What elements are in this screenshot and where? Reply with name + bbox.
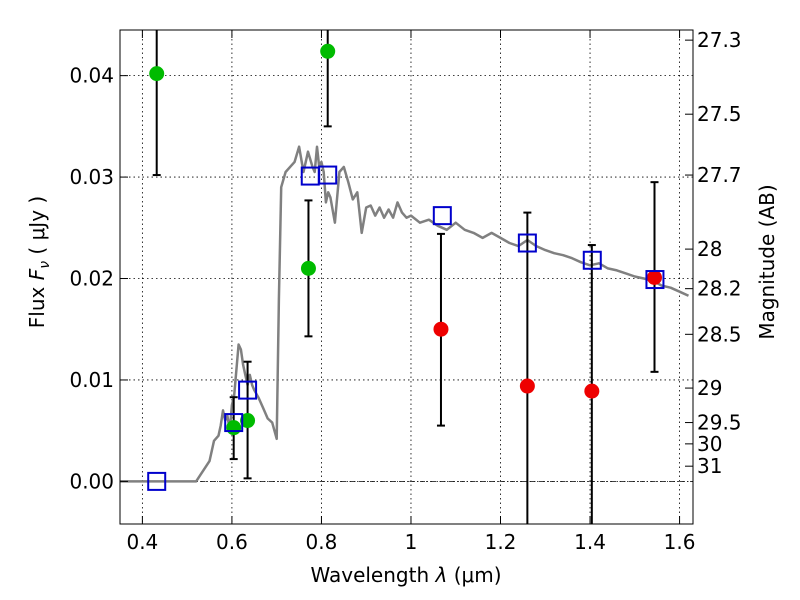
y2-tick-label: 29 xyxy=(697,376,722,400)
model-spectrum-layer xyxy=(120,145,690,483)
model-photometry-marker xyxy=(582,250,602,270)
model-photometry-marker xyxy=(517,233,537,253)
model-photometry-marker xyxy=(645,270,665,290)
y2-tick-label: 28.2 xyxy=(697,277,742,301)
red-data-point xyxy=(433,321,449,337)
model-photometry-marker xyxy=(432,206,452,226)
x-tick-label: 1.4 xyxy=(574,530,606,554)
red-data-point xyxy=(519,378,535,394)
y-tick-label: 0.01 xyxy=(69,368,114,392)
y-tick-label: 0.03 xyxy=(69,165,114,189)
green-data-point xyxy=(300,260,316,276)
green-data-point xyxy=(226,420,242,436)
y-tick-label: 0.00 xyxy=(69,469,114,493)
y2-tick-label: 27.3 xyxy=(697,28,742,52)
green-data-point xyxy=(320,43,336,59)
model-photometry-marker xyxy=(238,380,258,400)
y2-tick-label: 28 xyxy=(697,237,722,261)
y2-tick-label: 27.7 xyxy=(697,163,742,187)
model-photometry-marker xyxy=(147,471,167,491)
green-data-point xyxy=(240,413,256,429)
y2-tick-label: 27.5 xyxy=(697,102,742,126)
x-axis-label: Wavelength λ (μm) xyxy=(310,563,501,587)
red-data-point xyxy=(647,270,663,286)
plot-frame xyxy=(119,29,694,525)
x-tick-label: 0.6 xyxy=(216,530,248,554)
y-axis-label: Flux Fν ( μJy ) xyxy=(25,196,53,328)
x-tick-label: 1.6 xyxy=(664,530,696,554)
x-tick-label: 0.4 xyxy=(126,530,158,554)
y2-tick-label: 30 xyxy=(697,432,722,456)
y2-tick-label: 31 xyxy=(697,454,722,478)
y2-axis-label: Magnitude (AB) xyxy=(755,184,779,339)
y-tick-label: 0.02 xyxy=(69,267,114,291)
red-data-point xyxy=(584,383,600,399)
x-tick-label: 1.2 xyxy=(485,530,517,554)
model-photometry-marker xyxy=(318,165,338,185)
ticks: 0.4 0.6 0.8 1 1.2 1.4 1.6 0.00 0.01 0.02 0.03 0.04 2… xyxy=(69,28,741,554)
model-spectrum-line xyxy=(120,145,690,483)
data-points-layer xyxy=(147,30,665,524)
y2-tick-label: 28.5 xyxy=(697,322,742,346)
x-tick-label: 0.8 xyxy=(306,530,338,554)
y2-tick-label: 29.5 xyxy=(697,411,742,435)
y-tick-label: 0.04 xyxy=(69,64,114,88)
model-photometry-marker xyxy=(224,413,244,433)
grid xyxy=(120,30,693,524)
x-tick-label: 1 xyxy=(405,530,418,554)
green-data-point xyxy=(149,66,165,82)
